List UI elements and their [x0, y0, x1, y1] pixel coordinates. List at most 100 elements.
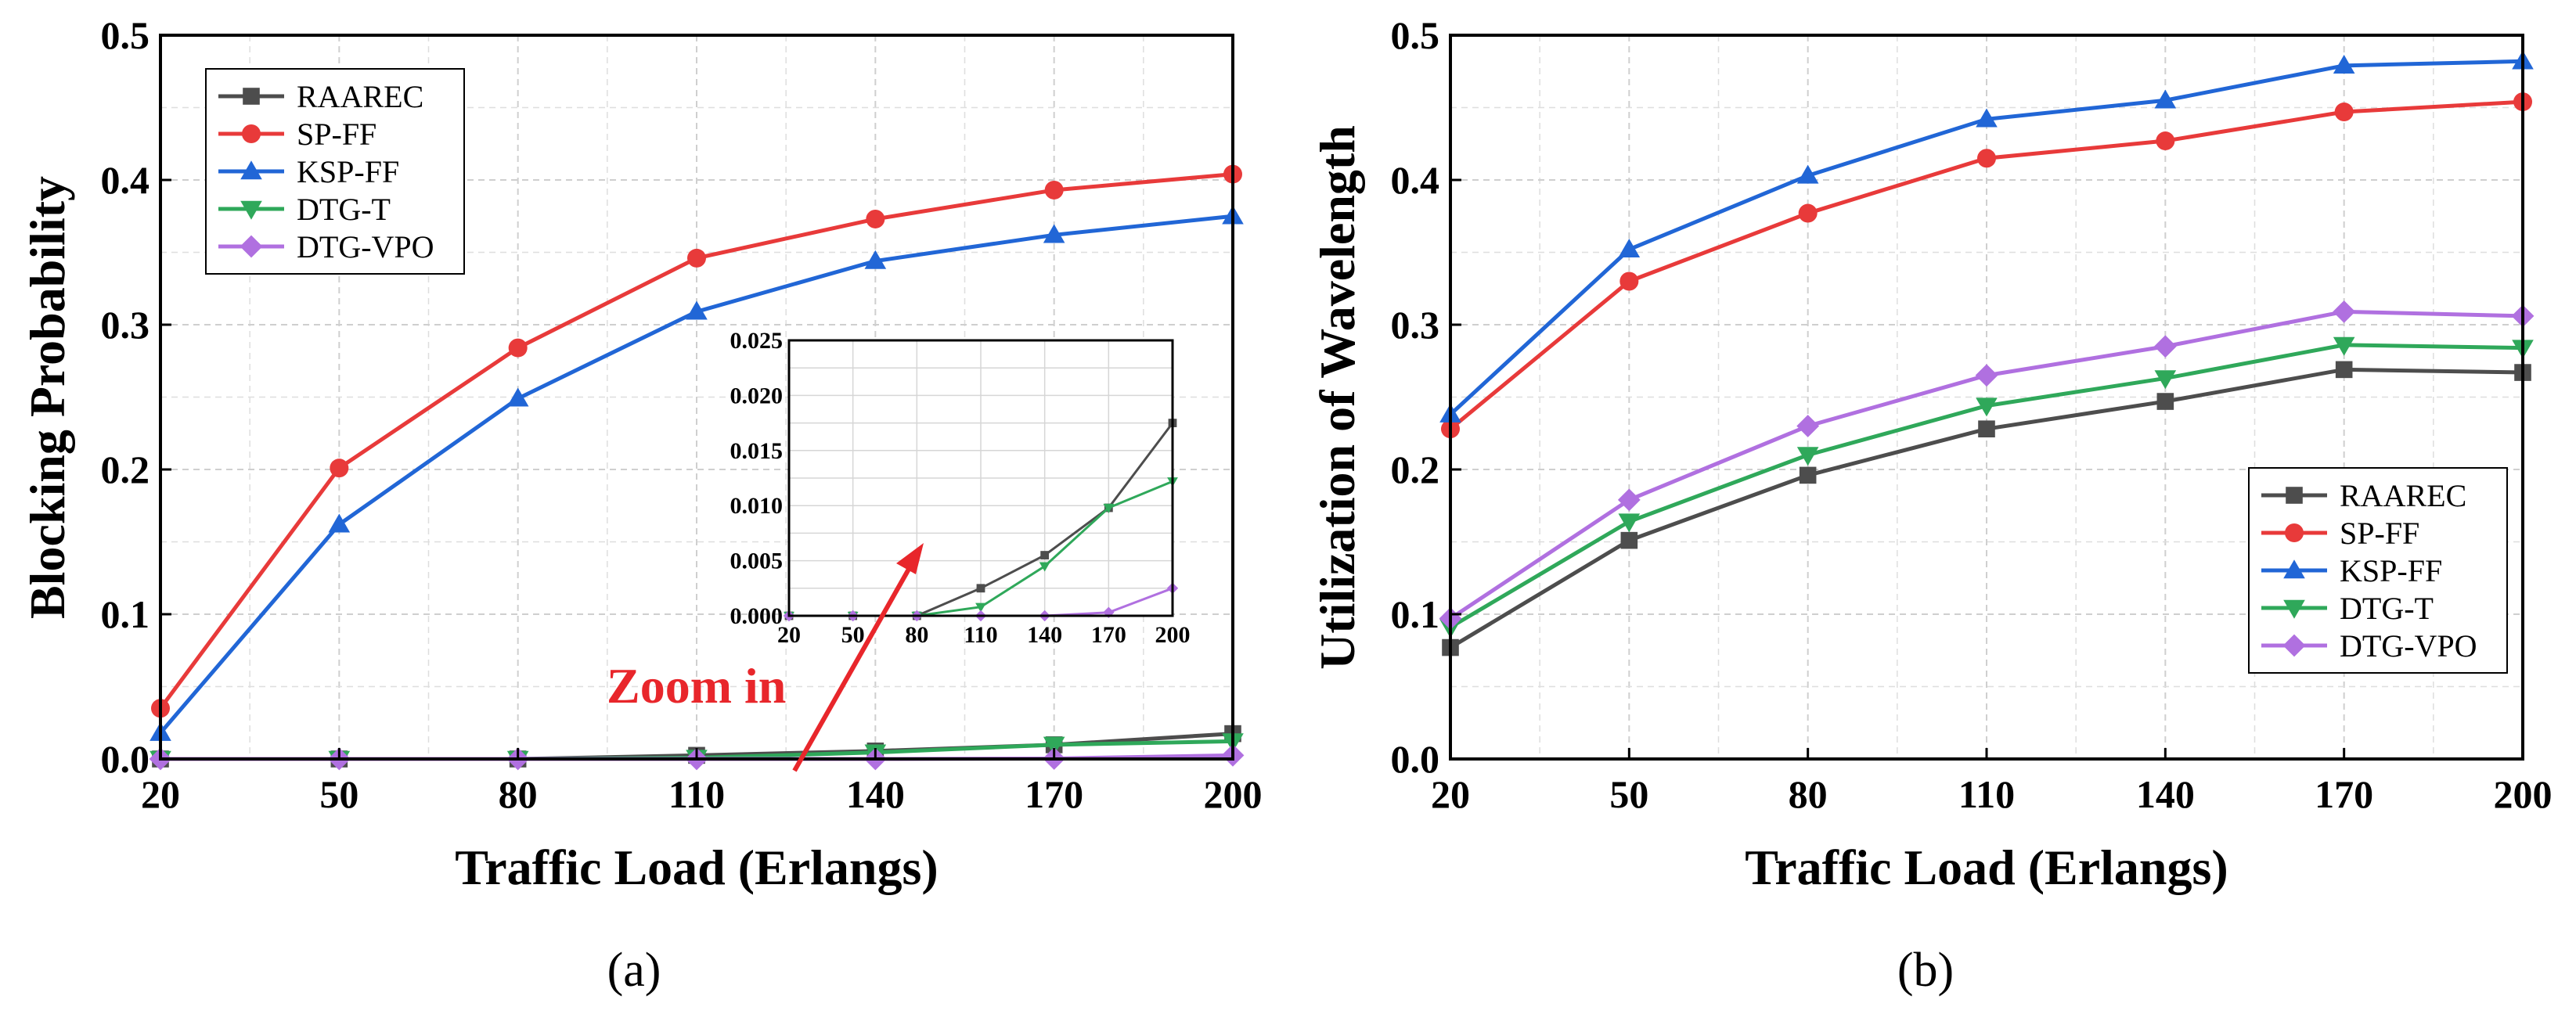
zoom-inset: 20 50 80 110 140 170 200 0.000 0.005 0.010 0.015 0.… [730, 328, 1191, 648]
y-axis-title: Blocking Probability [20, 176, 75, 619]
series-layer [1439, 50, 2535, 656]
y-tick-label: 0.1 [101, 592, 150, 636]
data-point-sp-ff [1619, 272, 1639, 291]
y-tick-label: 0.4 [101, 158, 150, 202]
data-point-sp-ff [330, 459, 349, 478]
data-point-ksp-ff [1976, 108, 1998, 128]
data-point-ksp-ff [1618, 239, 1641, 257]
y-tick-label: 0.3 [101, 303, 150, 347]
data-point-dtg-t [1043, 736, 1065, 756]
legend-marker-ksp-ff [240, 160, 262, 180]
x-tick-label: 140 [2136, 772, 2195, 816]
data-point-dtg-vpo [1796, 415, 1820, 437]
legend-label-sp-ff: SP-FF [2340, 516, 2419, 551]
legend-marker-dtg-t [240, 200, 262, 220]
x-tick-label: 80 [499, 772, 538, 816]
inset-y-tick-label: 0.000 [730, 603, 784, 629]
y-tick-label: 0.5 [101, 13, 150, 57]
data-point-ksp-ff [506, 387, 529, 407]
y-tick-label: 0.1 [1391, 592, 1440, 636]
axis-ticks: 20 50 80 110 140 170 200 0.0 0.1 0.2 0.3 0.4 0.5 [1391, 13, 2553, 816]
legend-marker-ksp-ff [2283, 559, 2305, 579]
y-tick-label: 0.4 [1391, 158, 1440, 202]
legend-marker-raarec [2286, 487, 2303, 504]
data-point-sp-ff [1798, 203, 1818, 223]
zoom-arrow-shaft [792, 558, 917, 772]
x-axis-title: Traffic Load (Erlangs) [1745, 840, 2228, 895]
data-point-dtg-t [2154, 370, 2177, 390]
data-point-sp-ff [866, 209, 885, 228]
y-tick-label: 0.5 [1391, 13, 1440, 57]
x-tick-label: 110 [1958, 772, 2015, 816]
data-point-dtg-vpo [1617, 488, 1641, 512]
data-point-dtg-t [1976, 397, 1998, 417]
x-tick-label: 140 [846, 772, 905, 816]
zoom-arrow-head [896, 543, 924, 574]
y-tick-label: 0.2 [1391, 448, 1440, 491]
x-tick-label: 20 [1431, 772, 1470, 816]
data-point-raarec [1978, 420, 1995, 437]
legend-label-dtg-vpo: DTG-VPO [297, 229, 434, 264]
legend-marker-raarec [243, 88, 260, 105]
inset-x-tick-label: 110 [964, 622, 997, 648]
legend-marker-dtg-vpo [2282, 634, 2306, 657]
data-point-dtg-t [1796, 447, 1819, 466]
y-tick-label: 0.0 [101, 737, 150, 781]
inset-data-point-raarec [976, 584, 985, 593]
inset-y-tick-label: 0.010 [730, 493, 784, 519]
data-point-dtg-t [1618, 513, 1641, 533]
x-tick-label: 80 [1789, 772, 1828, 816]
legend-marker-sp-ff [2285, 523, 2304, 542]
inset-ticks: 20 50 80 110 140 170 200 0.000 0.005 0.010 0.015 0.… [730, 328, 1191, 648]
inset-x-tick-label: 50 [841, 622, 865, 648]
x-tick-label: 170 [1025, 772, 1083, 816]
zoom-in-annotation: Zoom in [607, 658, 786, 714]
data-point-ksp-ff [864, 250, 887, 269]
data-point-raarec [2156, 393, 2174, 410]
x-tick-label: 50 [319, 772, 358, 816]
x-tick-label: 200 [1204, 772, 1263, 816]
y-tick-label: 0.2 [101, 448, 150, 491]
x-tick-label: 170 [2315, 772, 2373, 816]
data-point-ksp-ff [1796, 164, 1819, 184]
inset-x-tick-label: 170 [1091, 622, 1126, 648]
legend-label-sp-ff: SP-FF [297, 117, 376, 152]
inset-frame [787, 339, 1174, 617]
data-point-ksp-ff [686, 300, 708, 320]
data-point-ksp-ff [2333, 55, 2355, 74]
inset-y-tick-label: 0.020 [730, 383, 784, 408]
data-point-raarec [1799, 466, 1817, 484]
x-tick-label: 110 [668, 772, 725, 816]
legend-label-dtg-vpo: DTG-VPO [2340, 628, 2477, 664]
y-tick-label: 0.0 [1391, 737, 1440, 781]
inset-x-tick-label: 140 [1027, 622, 1062, 648]
panel-a-blocking-probability-chart: 20 50 80 110 140 170 200 0.0 0.1 0.2 0.3 0.4 0.5 Tra… [20, 13, 1263, 997]
inset-x-tick-label: 80 [905, 622, 928, 648]
data-point-raarec [1620, 531, 1638, 549]
data-point-sp-ff [2334, 102, 2354, 122]
panel-b-wavelength-utilization-chart: 20 50 80 110 140 170 200 0.0 0.1 0.2 0.3 0.4 0.5 Tra… [1310, 13, 2553, 997]
inset-data-point-raarec [1040, 551, 1050, 559]
data-point-raarec [2335, 361, 2353, 379]
caption-b: (b) [1897, 944, 1954, 997]
axis-ticks: 20 50 80 110 140 170 200 0.0 0.1 0.2 0.3 0.4 0.5 [101, 13, 1263, 816]
legend-label-dtg-t: DTG-T [2340, 591, 2434, 626]
data-point-sp-ff [2156, 131, 2175, 151]
legend-label-ksp-ff: KSP-FF [297, 154, 399, 189]
x-tick-label: 200 [2494, 772, 2553, 816]
data-point-ksp-ff [1043, 224, 1065, 243]
data-point-sp-ff [508, 338, 528, 358]
inset-y-tick-label: 0.005 [730, 548, 784, 574]
inset-data-point-dtg-t [1039, 562, 1050, 572]
legend-marker-sp-ff [242, 124, 261, 143]
legend-label-dtg-t: DTG-T [297, 192, 391, 227]
inset-data-point-dtg-t [1103, 503, 1115, 513]
legend-label-raarec: RAAREC [2340, 478, 2466, 513]
legend-label-raarec: RAAREC [297, 79, 423, 114]
caption-a: (a) [607, 944, 661, 997]
y-axis-title: Utilization of Wavelength [1310, 125, 1365, 670]
data-point-dtg-vpo [2333, 300, 2356, 323]
